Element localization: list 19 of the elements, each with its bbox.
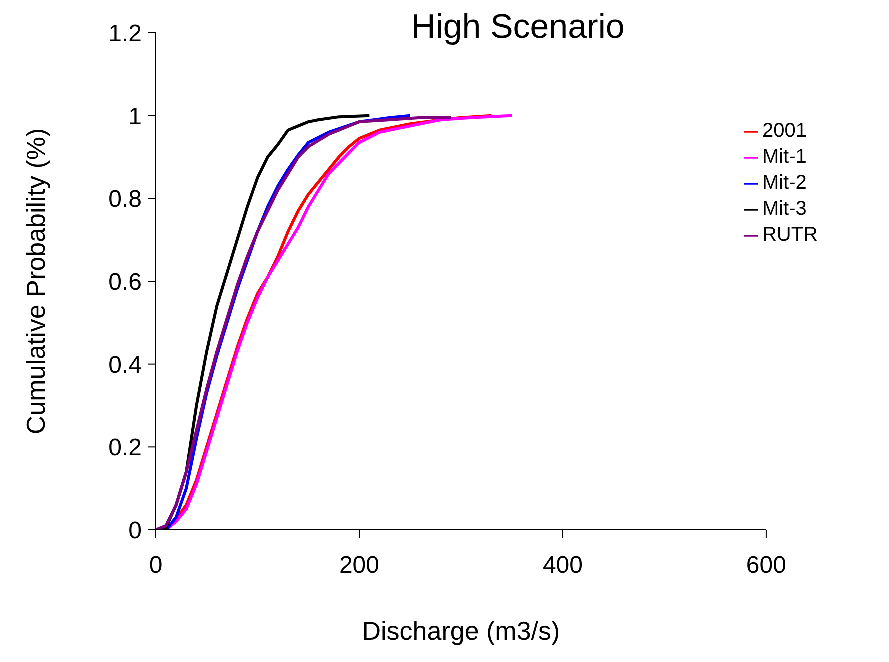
y-tick-label: 0.8 <box>108 186 142 214</box>
y-tick-label: 1 <box>128 103 142 130</box>
legend-label: Mit-2 <box>762 172 807 194</box>
legend-label: 2001 <box>762 120 807 142</box>
legend-label: Mit-3 <box>762 198 807 220</box>
x-tick-label: 400 <box>542 552 583 580</box>
y-tick-label: 0 <box>128 518 142 545</box>
legend-label: Mit-1 <box>762 146 807 168</box>
y-tick-label: 0.2 <box>108 434 142 462</box>
y-axis-title: Cumulative Probability (%) <box>21 128 52 435</box>
x-tick-label: 600 <box>746 552 786 580</box>
chart-title: High Scenario <box>410 8 626 47</box>
y-tick-label: 0.6 <box>108 269 142 296</box>
x-tick-label: 200 <box>339 552 380 580</box>
y-tick-label: 1.2 <box>108 20 142 48</box>
x-tick-label: 0 <box>149 552 163 580</box>
legend-label: RUTR <box>762 224 818 246</box>
x-axis-title: Discharge (m3/s) <box>362 616 560 646</box>
y-tick-label: 0.4 <box>108 352 142 379</box>
